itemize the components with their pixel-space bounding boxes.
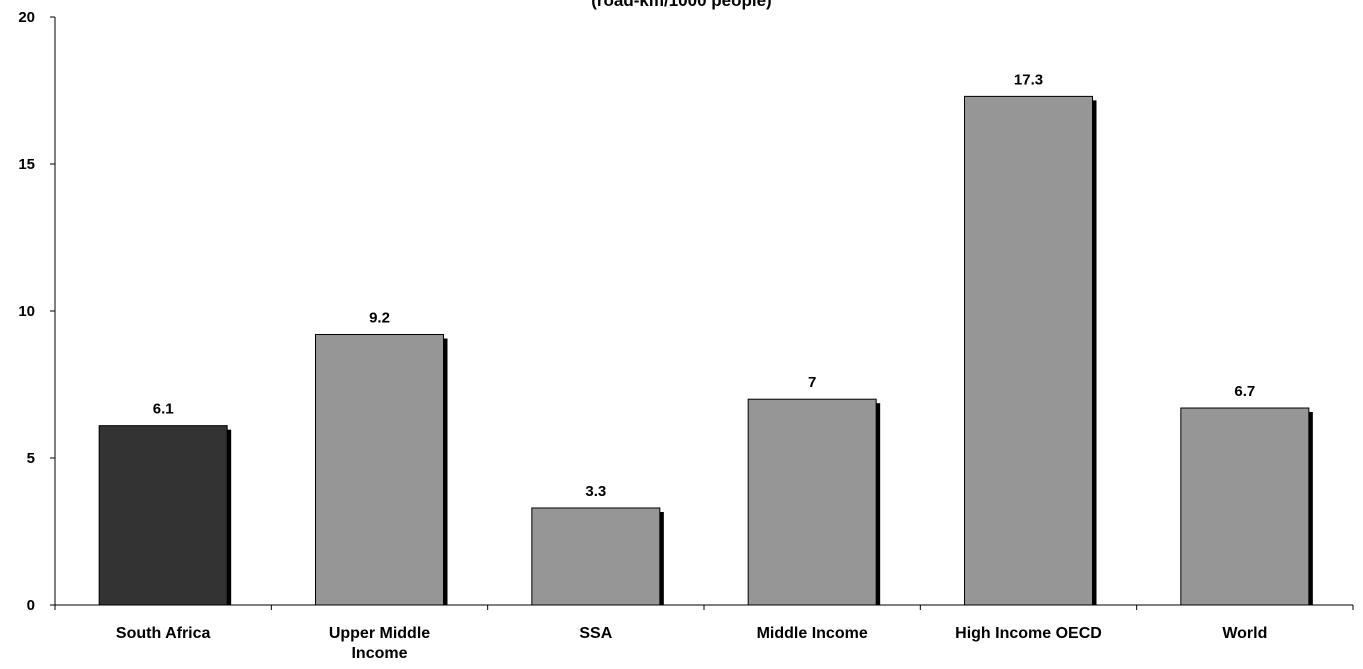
x-tick-label: High Income OECD [955, 625, 1102, 642]
x-tick-label: SSA [579, 625, 612, 642]
data-label: 3.3 [585, 483, 606, 500]
y-tick-label: 0 [27, 597, 35, 614]
x-tick-label: Upper Middle [329, 625, 430, 642]
y-tick-label: 20 [18, 9, 35, 26]
bar [964, 95, 1093, 606]
y-tick-label: 5 [27, 450, 35, 467]
data-label: 6.1 [153, 401, 174, 418]
bar [98, 425, 228, 606]
bar [531, 507, 661, 606]
chart-title: (road-km/1000 people) [591, 0, 772, 10]
labels: 0 5 10 15 20 6.1 South Africa 9.2 Upper Middle In… [18, 9, 1267, 662]
data-label: 17.3 [1014, 71, 1043, 88]
x-tick-label: South Africa [116, 625, 211, 642]
bar [747, 398, 877, 606]
y-tick-label: 15 [18, 156, 35, 173]
data-label: 6.7 [1234, 383, 1255, 400]
x-tick-label: World [1222, 625, 1267, 642]
data-label: 7 [808, 374, 816, 391]
bar [315, 334, 444, 606]
bar [1180, 407, 1310, 606]
axes [50, 16, 1354, 610]
x-tick-label: Income [351, 645, 407, 662]
y-tick-label: 10 [18, 303, 35, 320]
data-label: 9.2 [369, 310, 390, 327]
bars [98, 95, 1313, 606]
x-tick-label: Middle Income [757, 625, 868, 642]
